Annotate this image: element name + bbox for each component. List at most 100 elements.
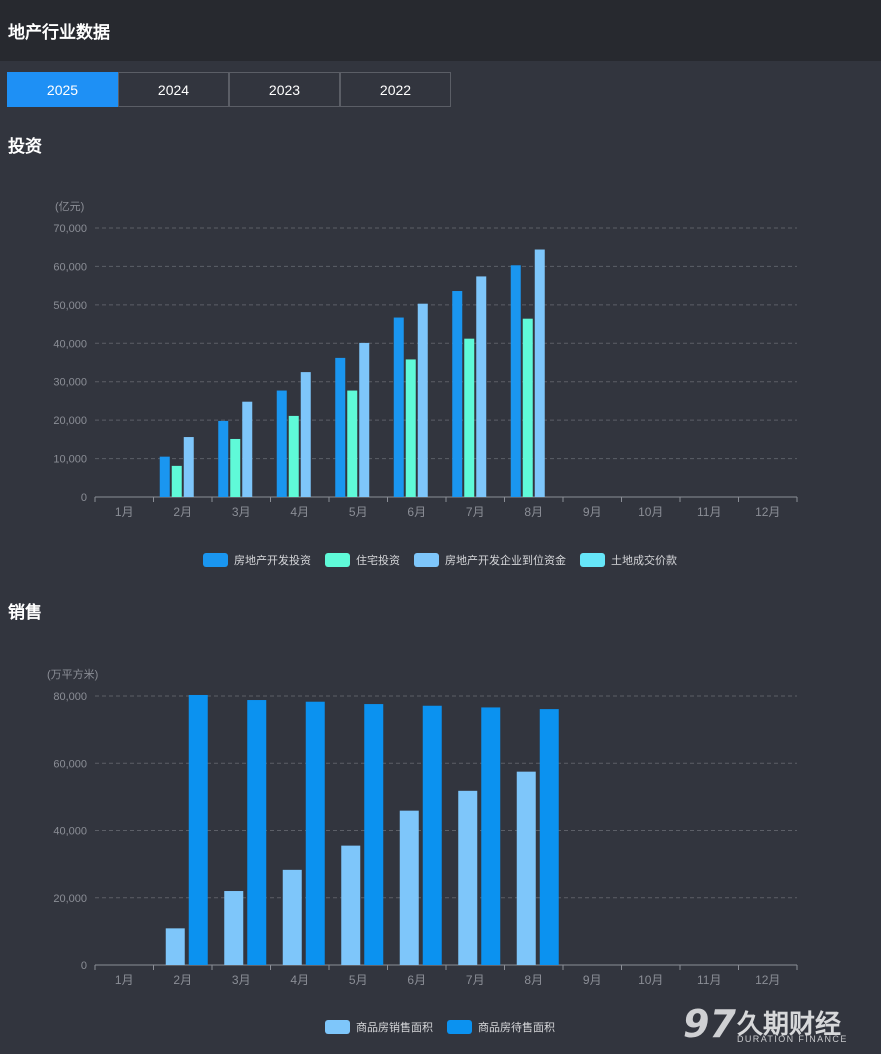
bar-1 [165, 928, 185, 965]
tab-2023[interactable]: 2023 [229, 72, 340, 107]
legend-label: 住宅投资 [356, 553, 400, 567]
bar-1 [399, 810, 419, 965]
x-tick-label: 1月 [115, 505, 134, 519]
y-tick-label: 60,000 [53, 261, 87, 273]
bar-2 [481, 707, 501, 965]
y-axis-unit: (亿元) [55, 200, 84, 213]
x-tick-label: 7月 [466, 973, 485, 987]
logo-cn: 久期财经 [737, 1010, 842, 1040]
section-title-sales: 销售 [8, 603, 42, 623]
x-tick-label: 8月 [524, 505, 543, 519]
y-tick-label: 80,000 [53, 691, 87, 703]
y-tick-label: 20,000 [53, 415, 87, 427]
bar-2 [171, 465, 182, 497]
bar-2 [522, 318, 533, 497]
x-tick-label: 6月 [407, 505, 426, 519]
bar-1 [159, 456, 170, 497]
x-tick-label: 1月 [115, 973, 134, 987]
bar-1 [393, 317, 404, 497]
y-tick-label: 50,000 [53, 300, 87, 312]
y-axis-unit: (万平方米) [47, 667, 98, 681]
page-title: 地产行业数据 [8, 23, 110, 43]
x-tick-label: 5月 [349, 973, 368, 987]
bar-1 [276, 390, 287, 497]
bar-2 [539, 709, 559, 965]
x-tick-label: 12月 [755, 505, 780, 519]
y-tick-label: 10,000 [53, 454, 87, 466]
bar-3 [359, 342, 370, 497]
bar-2 [188, 694, 208, 965]
year-tabs: 2025 2024 2023 2022 [7, 72, 451, 107]
legend-swatch [580, 553, 605, 567]
x-tick-label: 3月 [232, 973, 251, 987]
legend-label: 房地产开发投资 [234, 553, 311, 567]
bar-3 [242, 401, 253, 497]
bar-2 [422, 705, 442, 965]
x-tick-label: 10月 [638, 973, 663, 987]
legend-swatch [447, 1020, 472, 1034]
x-tick-label: 11月 [697, 973, 721, 987]
y-tick-label: 40,000 [53, 338, 87, 350]
y-tick-label: 0 [81, 960, 87, 972]
x-tick-label: 11月 [697, 505, 721, 519]
bar-2 [288, 415, 299, 497]
bar-2 [230, 438, 241, 497]
bar-1 [335, 357, 346, 497]
x-tick-label: 7月 [466, 505, 485, 519]
bar-3 [476, 276, 487, 497]
x-tick-label: 6月 [407, 973, 426, 987]
bar-3 [417, 303, 428, 497]
x-tick-label: 2月 [173, 505, 192, 519]
x-tick-label: 9月 [583, 973, 602, 987]
header-bar: 地产行业数据 [0, 0, 881, 61]
bar-2 [247, 700, 267, 965]
logo-en: DURATION FINANCE [737, 1034, 848, 1044]
legend-swatch [203, 553, 228, 567]
x-tick-label: 4月 [290, 505, 309, 519]
x-tick-label: 5月 [349, 505, 368, 519]
bar-3 [534, 249, 545, 497]
legend-label: 商品房待售面积 [478, 1020, 555, 1034]
bar-1 [224, 891, 244, 965]
sales-chart: (万平方米) 0 20,000 40,000 60,000 80,000 1月 2月 3月 4月 5… [47, 667, 798, 1034]
y-tick-label: 70,000 [53, 223, 87, 235]
x-tick-label: 9月 [583, 505, 602, 519]
bar-1 [282, 869, 302, 965]
bar-1 [458, 790, 478, 965]
legend-swatch [414, 553, 439, 567]
bar-1 [510, 265, 521, 497]
tab-2025[interactable]: 2025 [7, 72, 118, 107]
legend-swatch [325, 553, 350, 567]
x-tick-label: 10月 [638, 505, 663, 519]
legend-label: 房地产开发企业到位资金 [445, 553, 566, 567]
x-tick-label: 12月 [755, 973, 780, 987]
tab-2022[interactable]: 2022 [340, 72, 451, 107]
logo: 97 久期财经 DURATION FINANCE [683, 1002, 873, 1046]
bar-3 [300, 372, 311, 497]
legend-label: 商品房销售面积 [356, 1020, 433, 1034]
bar-3 [183, 437, 194, 497]
x-tick-label: 8月 [524, 973, 543, 987]
bar-1 [452, 291, 463, 497]
bar-1 [218, 420, 229, 497]
x-tick-label: 2月 [173, 973, 192, 987]
x-tick-label: 3月 [232, 505, 251, 519]
y-tick-label: 60,000 [53, 758, 87, 770]
y-tick-label: 20,000 [53, 893, 87, 905]
y-tick-label: 0 [81, 492, 87, 504]
section-title-investment: 投资 [8, 137, 42, 157]
legend-label: 土地成交价款 [611, 553, 677, 567]
x-tick-label: 4月 [290, 973, 309, 987]
bar-2 [305, 701, 325, 965]
bar-1 [341, 845, 361, 965]
legend-swatch [325, 1020, 350, 1034]
y-tick-label: 40,000 [53, 826, 87, 838]
y-tick-label: 30,000 [53, 377, 87, 389]
bar-2 [347, 390, 358, 497]
logo-mark: 97 [683, 1002, 736, 1046]
bar-2 [364, 704, 384, 965]
bar-1 [516, 771, 536, 965]
bar-2 [405, 359, 416, 497]
investment-chart: (亿元) 0 10,000 20,000 30,000 40,000 50,000 60,00… [53, 200, 798, 567]
tab-2024[interactable]: 2024 [118, 72, 229, 107]
